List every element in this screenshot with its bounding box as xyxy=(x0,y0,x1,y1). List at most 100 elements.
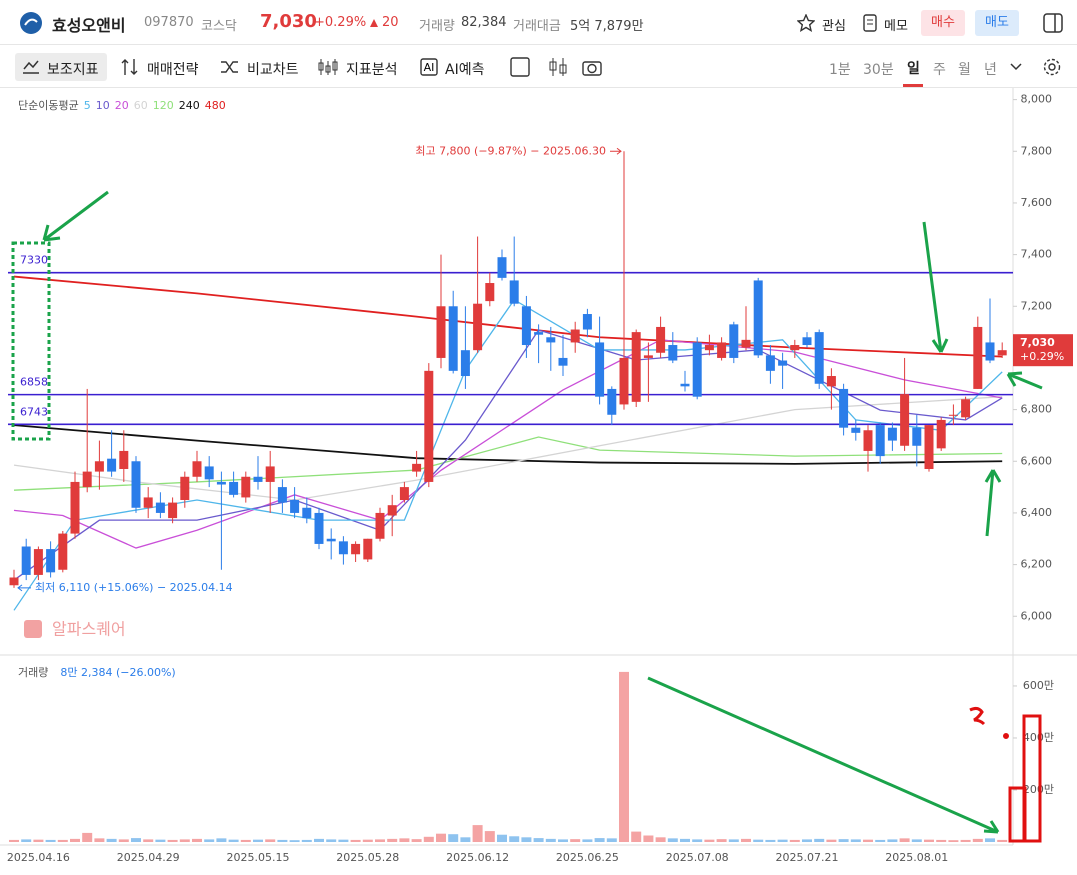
price-tag xyxy=(1013,334,1073,367)
settings-icon[interactable] xyxy=(1042,57,1062,77)
y-tick-label: 600만 xyxy=(1023,679,1054,692)
high-arrow xyxy=(610,147,622,155)
period[interactable]: 년 xyxy=(984,62,997,78)
candle-body xyxy=(265,466,275,482)
volume-bar xyxy=(728,839,739,842)
volume-bar xyxy=(802,839,812,842)
legend-entry: 60 xyxy=(134,99,148,112)
volume-bar xyxy=(863,839,873,842)
candle-body xyxy=(875,425,885,457)
level-label: 7330 xyxy=(20,254,48,267)
candle-body xyxy=(290,500,300,513)
volume-bar xyxy=(143,839,154,842)
price-tag-value: 7,030 xyxy=(1020,336,1055,349)
candle-body xyxy=(997,350,1007,356)
panel-icon[interactable] xyxy=(1043,13,1063,33)
period[interactable]: 30분 xyxy=(863,62,894,78)
volume-bar xyxy=(338,839,349,842)
candle-body xyxy=(778,360,788,366)
period-active[interactable]: 일 xyxy=(907,61,920,77)
volume-bar xyxy=(972,838,983,842)
candle-body xyxy=(570,329,580,343)
active-tool-bg xyxy=(15,53,107,81)
candle-body xyxy=(241,476,251,498)
volume-bar xyxy=(326,839,337,842)
tool[interactable]: 지표분석 xyxy=(346,62,398,78)
volume-bar xyxy=(204,839,215,842)
candle-body xyxy=(692,342,702,397)
tool[interactable]: 매매전략 xyxy=(147,62,199,78)
stock-code: 097870 xyxy=(144,15,194,30)
volume-bar xyxy=(655,837,666,842)
y-tick-label: 7,400 xyxy=(1021,248,1053,261)
candle-body xyxy=(94,461,104,472)
divider xyxy=(0,44,1077,45)
watch-button[interactable]: 관심 xyxy=(822,19,846,34)
y-tick-label: 200만 xyxy=(1023,783,1054,796)
volume-bar xyxy=(118,839,129,842)
period[interactable]: 주 xyxy=(933,62,946,78)
volume-bar xyxy=(350,839,361,842)
candle-body xyxy=(277,487,287,503)
x-tick-label: 2025.07.21 xyxy=(776,851,839,864)
volume-bar xyxy=(948,840,959,842)
tool[interactable]: 비교차트 xyxy=(247,62,299,78)
candle-body xyxy=(741,339,751,348)
tool-icons xyxy=(510,57,602,77)
volume-bar xyxy=(399,838,410,842)
indicator-icon xyxy=(23,60,39,74)
price-tag-change: +0.29% xyxy=(1020,350,1064,363)
volume-bar xyxy=(838,839,849,842)
candle-body xyxy=(192,461,202,477)
tool[interactable]: AI예측 xyxy=(445,62,485,78)
volume-bar xyxy=(131,838,141,842)
volume-bar xyxy=(594,838,605,842)
period[interactable]: 월 xyxy=(958,62,971,78)
candle-body xyxy=(985,342,995,361)
ma-legend-title: 단순이동평균 xyxy=(18,99,79,112)
stock-name: 효성오앤비 xyxy=(52,16,126,35)
volume-legend-value: 8만 2,384 (−26.00%) xyxy=(60,666,175,679)
volume-bar xyxy=(570,839,581,842)
level-label: 6858 xyxy=(20,376,48,389)
buy-button[interactable]: 매수 xyxy=(921,10,965,36)
ma-line xyxy=(13,424,1003,465)
change-pct: +0.29% xyxy=(314,15,367,30)
candle-body xyxy=(839,388,849,428)
amount-label: 거래대금 xyxy=(513,19,561,34)
tool[interactable]: 보조지표 xyxy=(47,62,99,78)
volume-bar xyxy=(667,838,678,842)
sell-button[interactable]: 매도 xyxy=(975,10,1019,36)
star-icon xyxy=(797,14,815,32)
volume-bar xyxy=(57,839,68,842)
chevron[interactable] xyxy=(1010,62,1022,72)
volume-bar xyxy=(94,838,105,842)
volume-bar xyxy=(789,839,800,842)
x-tick-label: 2025.08.01 xyxy=(885,851,948,864)
volume-bar xyxy=(33,839,44,842)
volume-bar xyxy=(619,671,629,842)
candle-body xyxy=(216,481,226,485)
volume-bar xyxy=(606,838,617,842)
volume-legend: 거래량 8만 2,384 (−26.00%) xyxy=(18,666,176,679)
candle-body xyxy=(656,326,666,353)
price: 7,030 xyxy=(260,11,317,32)
candle-body xyxy=(363,538,373,560)
volume-bar xyxy=(777,839,788,842)
volume-bar xyxy=(875,839,886,842)
candle-body xyxy=(155,502,165,513)
candle-body xyxy=(619,357,629,405)
candle-body xyxy=(802,337,812,346)
candle-body xyxy=(753,280,763,356)
volume-bar xyxy=(753,839,764,842)
volume-bar xyxy=(521,837,532,842)
memo-button[interactable]: 메모 xyxy=(884,19,908,34)
candle-body xyxy=(851,427,861,433)
candle-body xyxy=(509,280,519,304)
volume-bar xyxy=(716,839,727,842)
y-tick-label: 400만 xyxy=(1023,731,1054,744)
x-tick-label: 2025.04.16 xyxy=(7,851,70,864)
period[interactable]: 1분 xyxy=(829,62,851,78)
candle-body xyxy=(814,332,824,384)
